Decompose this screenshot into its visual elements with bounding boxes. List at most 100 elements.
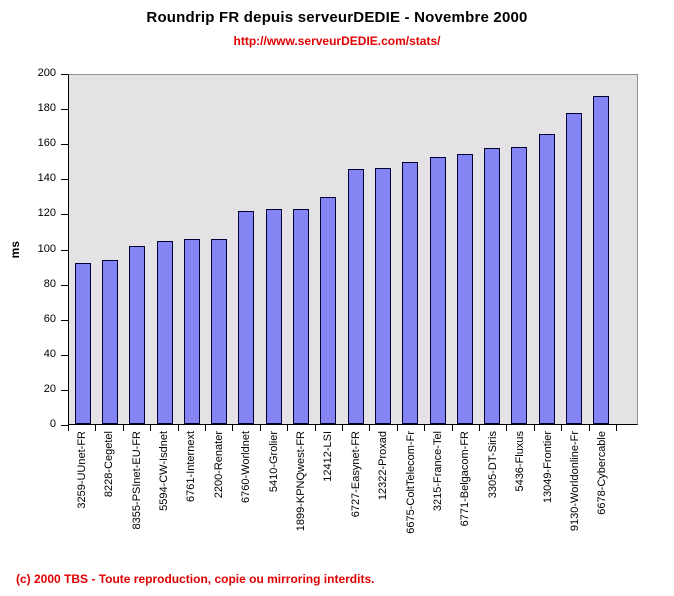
x-label-slot: 2200-Renater <box>205 431 232 571</box>
x-label-slot: 1899-KPNQwest-FR <box>287 431 314 571</box>
x-axis-label: 5410-Grolier <box>267 431 280 493</box>
x-axis-label: 6678-Cybercable <box>596 431 609 515</box>
x-label-slot: 6771-Belgacom-FR <box>452 431 479 571</box>
x-axis-tick-mark <box>506 425 507 431</box>
bar-slot <box>451 75 478 424</box>
x-axis-label: 3305-DT-Siris <box>486 431 499 499</box>
x-axis-tick-mark <box>424 425 425 431</box>
x-axis-tick-mark <box>397 425 398 431</box>
bar-slot <box>96 75 123 424</box>
bar-6727-Easynet-FR <box>347 169 364 424</box>
bar-slot <box>424 75 451 424</box>
bar-9130-Worldonline-Fr <box>565 113 582 424</box>
bar-slot <box>369 75 396 424</box>
bar-3215-France-Tel <box>429 157 446 424</box>
x-axis-tick-mark <box>123 425 124 431</box>
x-axis-label: 6675-ColtTelecom-Fr <box>404 431 417 534</box>
chart-subtitle-url: http://www.serveurDEDIE.com/stats/ <box>233 34 441 48</box>
bar-slot <box>205 75 232 424</box>
x-axis-tick-mark <box>342 425 343 431</box>
bar-5594-CW-Isdnet <box>156 240 173 424</box>
x-label-slot: 8355-PSInet-EU-FR <box>123 431 150 571</box>
y-axis-tick-label: 180 <box>37 102 56 115</box>
x-axis-tick-mark <box>178 425 179 431</box>
x-label-slot: 3259-UUnet-FR <box>68 431 95 571</box>
x-axis-labels: 3259-UUnet-FR 8228-Cegetel 8355-PSInet-EU-… <box>68 431 616 571</box>
x-label-slot: 12322-Proxad <box>369 431 396 571</box>
x-axis-tick-mark <box>287 425 288 431</box>
x-axis-label: 3259-UUnet-FR <box>75 431 88 509</box>
bar-slot <box>315 75 342 424</box>
bar-6760-Worldnet <box>238 211 255 424</box>
y-axis-tick-label: 160 <box>37 137 56 150</box>
x-axis-tick-mark <box>232 425 233 431</box>
x-axis-tick-mark <box>479 425 480 431</box>
x-label-slot: 9130-Worldonline-Fr <box>561 431 588 571</box>
bar-slot <box>233 75 260 424</box>
bar-slot <box>124 75 151 424</box>
bar-slot <box>69 75 96 424</box>
x-axis-tick-mark <box>561 425 562 431</box>
bar-6761-Internext <box>183 239 200 424</box>
y-axis-tick-label: 140 <box>37 172 56 185</box>
x-axis-tick-mark <box>616 425 617 431</box>
bar-5436-Fluxus <box>511 146 528 424</box>
x-axis-label: 6760-Worldnet <box>240 431 253 503</box>
bar-slot <box>588 75 615 424</box>
x-axis-label: 5594-CW-Isdnet <box>157 431 170 511</box>
y-axis-tick-label: 20 <box>43 382 56 395</box>
y-axis-tick-label: 200 <box>37 67 56 79</box>
x-label-slot: 5410-Grolier <box>260 431 287 571</box>
x-axis-label: 5436-Fluxus <box>514 431 527 492</box>
x-axis-tick-mark <box>589 425 590 431</box>
y-axis-tick-mark <box>61 355 68 356</box>
bar-3305-DT-Siris <box>484 148 501 424</box>
x-axis-label: 1899-KPNQwest-FR <box>294 431 307 532</box>
bar-slot <box>560 75 587 424</box>
x-label-slot: 6727-Easynet-FR <box>342 431 369 571</box>
bar-slot <box>342 75 369 424</box>
y-axis-tick-label: 60 <box>43 312 56 325</box>
y-axis-tick-label: 120 <box>37 207 56 220</box>
x-axis-tick-mark <box>95 425 96 431</box>
x-axis-label: 8228-Cegetel <box>103 431 116 498</box>
copyright-notice: (c) 2000 TBS - Toute reproduction, copie… <box>16 572 375 586</box>
bar-slot <box>397 75 424 424</box>
x-label-slot: 5594-CW-Isdnet <box>150 431 177 571</box>
bar-12412-LSI <box>320 197 337 424</box>
x-axis-tick-mark <box>68 425 69 431</box>
y-axis-tick-label: 100 <box>37 242 56 255</box>
x-label-slot: 6760-Worldnet <box>232 431 259 571</box>
x-axis-label: 6761-Internext <box>185 431 198 502</box>
x-axis-tick-mark <box>369 425 370 431</box>
y-axis-tick-mark <box>61 425 68 426</box>
y-axis-tick-mark <box>61 179 68 180</box>
x-axis-label: 3215-France-Tel <box>431 431 444 512</box>
y-axis-tick-mark <box>61 109 68 110</box>
x-label-slot: 13049-Frontier <box>534 431 561 571</box>
x-label-slot: 6761-Internext <box>178 431 205 571</box>
x-label-slot: 6675-ColtTelecom-Fr <box>397 431 424 571</box>
plot-area <box>68 74 638 425</box>
bar-6675-ColtTelecom-Fr <box>402 162 419 424</box>
x-axis-label: 13049-Frontier <box>541 431 554 504</box>
y-axis-tick-label: 40 <box>43 347 56 360</box>
x-label-slot: 3305-DT-Siris <box>479 431 506 571</box>
bar-slot <box>506 75 533 424</box>
x-axis-label: 9130-Worldonline-Fr <box>569 431 582 532</box>
y-axis-tick-mark <box>61 74 68 75</box>
bar-13049-Frontier <box>538 134 555 424</box>
y-axis-tick-mark <box>61 320 68 321</box>
chart-title: Roundrip FR depuis serveurDEDIE - Novemb… <box>146 9 528 26</box>
bar-6678-Cybercable <box>593 95 610 424</box>
x-axis-label: 6771-Belgacom-FR <box>459 431 472 527</box>
x-axis-tick-mark <box>315 425 316 431</box>
bar-3259-UUnet-FR <box>74 263 91 424</box>
x-label-slot: 8228-Cegetel <box>95 431 122 571</box>
bar-slot <box>178 75 205 424</box>
x-axis-label: 8355-PSInet-EU-FR <box>130 431 143 530</box>
y-axis-tick-mark <box>61 144 68 145</box>
x-axis-tick-mark <box>452 425 453 431</box>
x-axis-label: 6727-Easynet-FR <box>349 431 362 518</box>
bar-6771-Belgacom-FR <box>456 153 473 424</box>
